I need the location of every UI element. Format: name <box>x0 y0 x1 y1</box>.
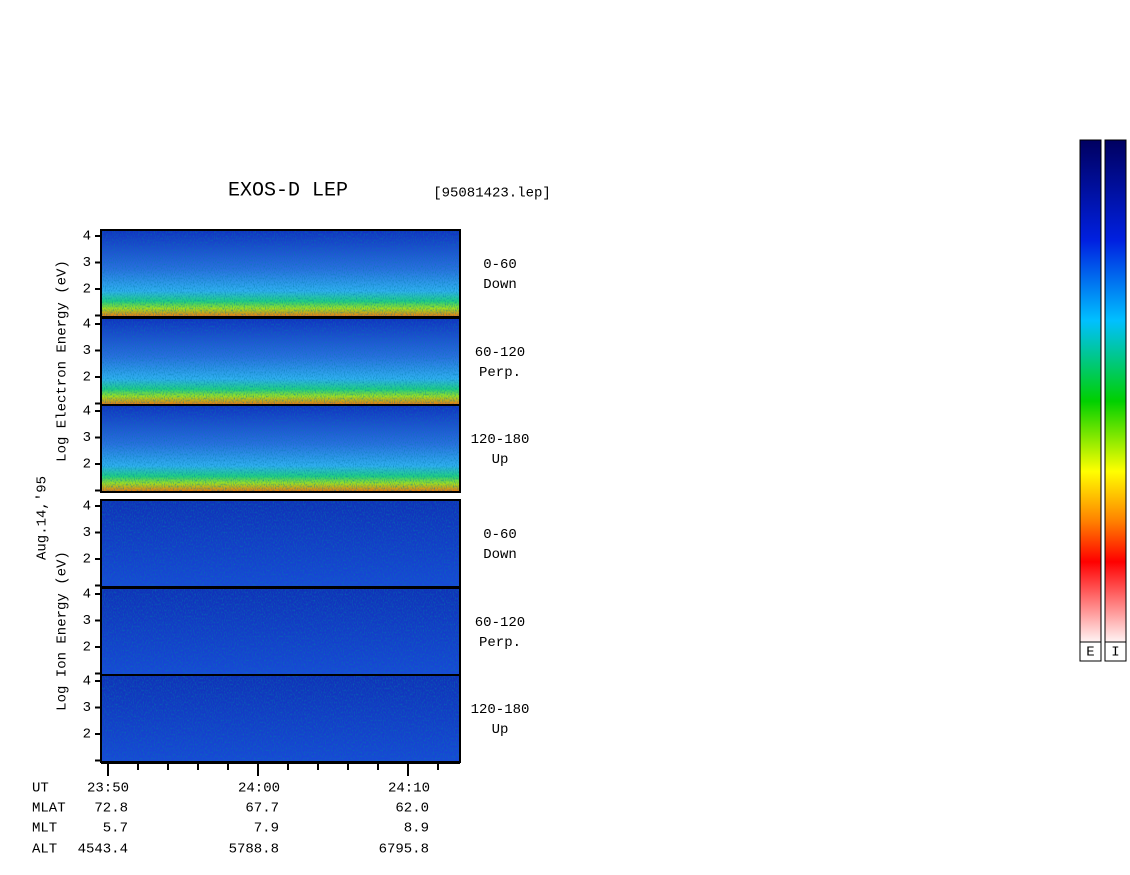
row-value: 72.8 <box>94 801 128 817</box>
ion-axis-label: Log Ion Energy (eV) <box>55 551 71 711</box>
spectrogram-noise <box>101 230 460 317</box>
spectrogram-noise <box>101 318 460 405</box>
row-name: ALT <box>32 842 57 858</box>
pitch-angle: 120-180 <box>471 432 530 448</box>
spectrogram-noise <box>101 588 460 675</box>
direction: Up <box>492 452 509 468</box>
row-name: MLT <box>32 821 57 837</box>
row-value: 5.7 <box>103 821 128 837</box>
spectrogram-noise <box>101 405 460 492</box>
y-tick-label: 2 <box>83 640 91 656</box>
row-value: 67.7 <box>245 801 279 817</box>
panels: 2 3 4 0-60 Down 2 3 4 60-120 Perp. 2 3 4 120-180 Up 2 3 4… <box>83 229 530 763</box>
row-value: 8.9 <box>404 821 429 837</box>
direction: Perp. <box>479 365 521 381</box>
y-tick-label: 3 <box>83 525 91 541</box>
row-name: MLAT <box>32 801 66 817</box>
y-tick-label: 4 <box>83 587 91 603</box>
y-tick-label: 4 <box>83 499 91 515</box>
row-value: 6795.8 <box>379 842 429 858</box>
row-name: UT <box>32 781 49 797</box>
row-value: 5788.8 <box>229 842 279 858</box>
direction: Down <box>483 277 517 293</box>
file-name: [95081423.lep] <box>433 186 551 202</box>
direction: Perp. <box>479 635 521 651</box>
y-tick-label: 3 <box>83 700 91 716</box>
row-value: 7.9 <box>254 821 279 837</box>
pitch-angle: 120-180 <box>471 702 530 718</box>
spectrogram-noise <box>101 500 460 587</box>
y-tick-label: 2 <box>83 370 91 386</box>
spectrogram-noise <box>101 675 460 762</box>
y-tick-label: 2 <box>83 282 91 298</box>
electron-axis-label: Log Electron Energy (eV) <box>55 260 71 462</box>
colorbar-label: I <box>1111 645 1119 661</box>
colorbar-label-box <box>1079 641 1102 662</box>
y-tick-label: 2 <box>83 457 91 473</box>
row-value: 23:50 <box>87 781 129 797</box>
pitch-angle: 0-60 <box>483 527 517 543</box>
row-value: 4543.4 <box>78 842 128 858</box>
row-value: 62.0 <box>395 801 429 817</box>
y-tick-label: 3 <box>83 613 91 629</box>
colorbar <box>1104 139 1127 643</box>
y-tick-label: 2 <box>83 552 91 568</box>
colorbar-label: E <box>1086 645 1094 661</box>
direction: Down <box>483 547 517 563</box>
time-axis: UT 23:50 24:00 24:10 MLAT 72.8 67.7 62.0 MLT 5.7 7… <box>32 762 460 858</box>
y-tick-label: 4 <box>83 229 91 245</box>
y-tick-label: 3 <box>83 255 91 271</box>
row-value: 24:10 <box>388 781 430 797</box>
y-tick-label: 4 <box>83 674 91 690</box>
pitch-angle: 60-120 <box>475 345 525 361</box>
y-tick-label: 3 <box>83 430 91 446</box>
y-tick-label: 3 <box>83 343 91 359</box>
pitch-angle: 0-60 <box>483 257 517 273</box>
y-tick-label: 2 <box>83 727 91 743</box>
row-value: 24:00 <box>238 781 280 797</box>
y-tick-label: 4 <box>83 404 91 420</box>
direction: Up <box>492 722 509 738</box>
colorbar-label-box <box>1104 641 1127 662</box>
title: EXOS-D LEP <box>228 179 348 202</box>
colorbar <box>1079 139 1102 643</box>
date: Aug.14,'95 <box>35 476 51 560</box>
pitch-angle: 60-120 <box>475 615 525 631</box>
y-tick-label: 4 <box>83 317 91 333</box>
panel-frame <box>100 404 461 493</box>
